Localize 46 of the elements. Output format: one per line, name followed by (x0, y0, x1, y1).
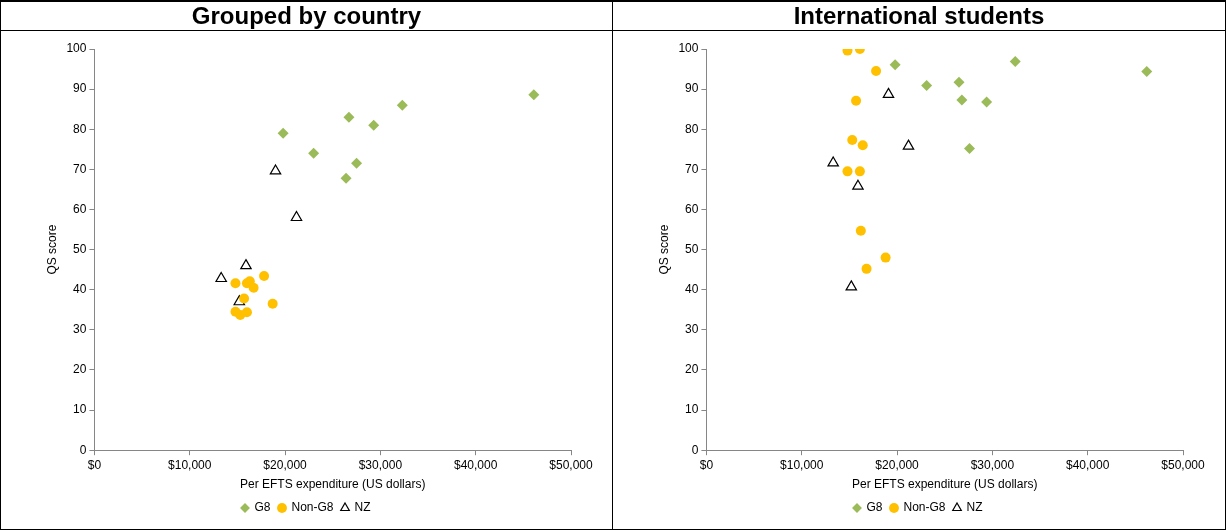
x-tick-label: $10,000 (780, 457, 824, 472)
y-tick-label: 50 (73, 241, 87, 256)
x-tick-label: $0 (87, 457, 102, 472)
y-tick-label: 20 (73, 362, 87, 377)
y-tick-label: 20 (685, 362, 699, 377)
y-tick-label: 100 (678, 41, 699, 56)
chart-title: International students (613, 2, 1225, 31)
x-tick-label: $30,000 (358, 457, 403, 472)
legend-label: NZ (966, 500, 983, 515)
y-axis-title: QS score (44, 224, 59, 275)
x-tick-label: $40,000 (453, 457, 498, 472)
legend-label: Non-G8 (903, 500, 946, 515)
y-tick-label: 40 (73, 282, 87, 297)
y-tick-label: 0 (79, 442, 87, 457)
x-tick-label: $50,000 (1161, 457, 1206, 472)
chart-title: Grouped by country (1, 2, 612, 31)
y-tick-label: 10 (73, 402, 87, 417)
y-tick-label: 90 (73, 81, 87, 96)
y-axis-title: QS score (656, 224, 671, 275)
x-tick-label: $20,000 (263, 457, 308, 472)
y-tick-label: 70 (685, 161, 699, 176)
x-tick-label: $30,000 (970, 457, 1015, 472)
legend-label: NZ (354, 500, 371, 515)
x-tick-label: $20,000 (875, 457, 920, 472)
legend-label: G8 (254, 500, 271, 515)
x-tick-label: $40,000 (1065, 457, 1110, 472)
y-tick-label: 80 (73, 121, 87, 136)
x-tick-label: $0 (699, 457, 714, 472)
y-tick-label: 60 (73, 201, 87, 216)
y-tick-label: 0 (691, 442, 699, 457)
y-tick-label: 50 (685, 241, 699, 256)
y-tick-label: 30 (685, 322, 699, 337)
x-axis-title: Per EFTS expenditure (US dollars) (240, 477, 426, 492)
y-tick-label: 70 (73, 161, 87, 176)
x-axis-title: Per EFTS expenditure (US dollars) (852, 477, 1038, 492)
x-tick-label: $50,000 (549, 457, 594, 472)
y-tick-label: 80 (685, 121, 699, 136)
y-tick-label: 100 (66, 41, 87, 56)
y-tick-label: 10 (685, 402, 699, 417)
y-tick-label: 40 (685, 282, 699, 297)
legend-label: G8 (866, 500, 883, 515)
y-tick-label: 90 (685, 81, 699, 96)
y-tick-label: 60 (685, 201, 699, 216)
y-tick-label: 30 (73, 322, 87, 337)
x-tick-label: $10,000 (168, 457, 212, 472)
legend-label: Non-G8 (291, 500, 334, 515)
